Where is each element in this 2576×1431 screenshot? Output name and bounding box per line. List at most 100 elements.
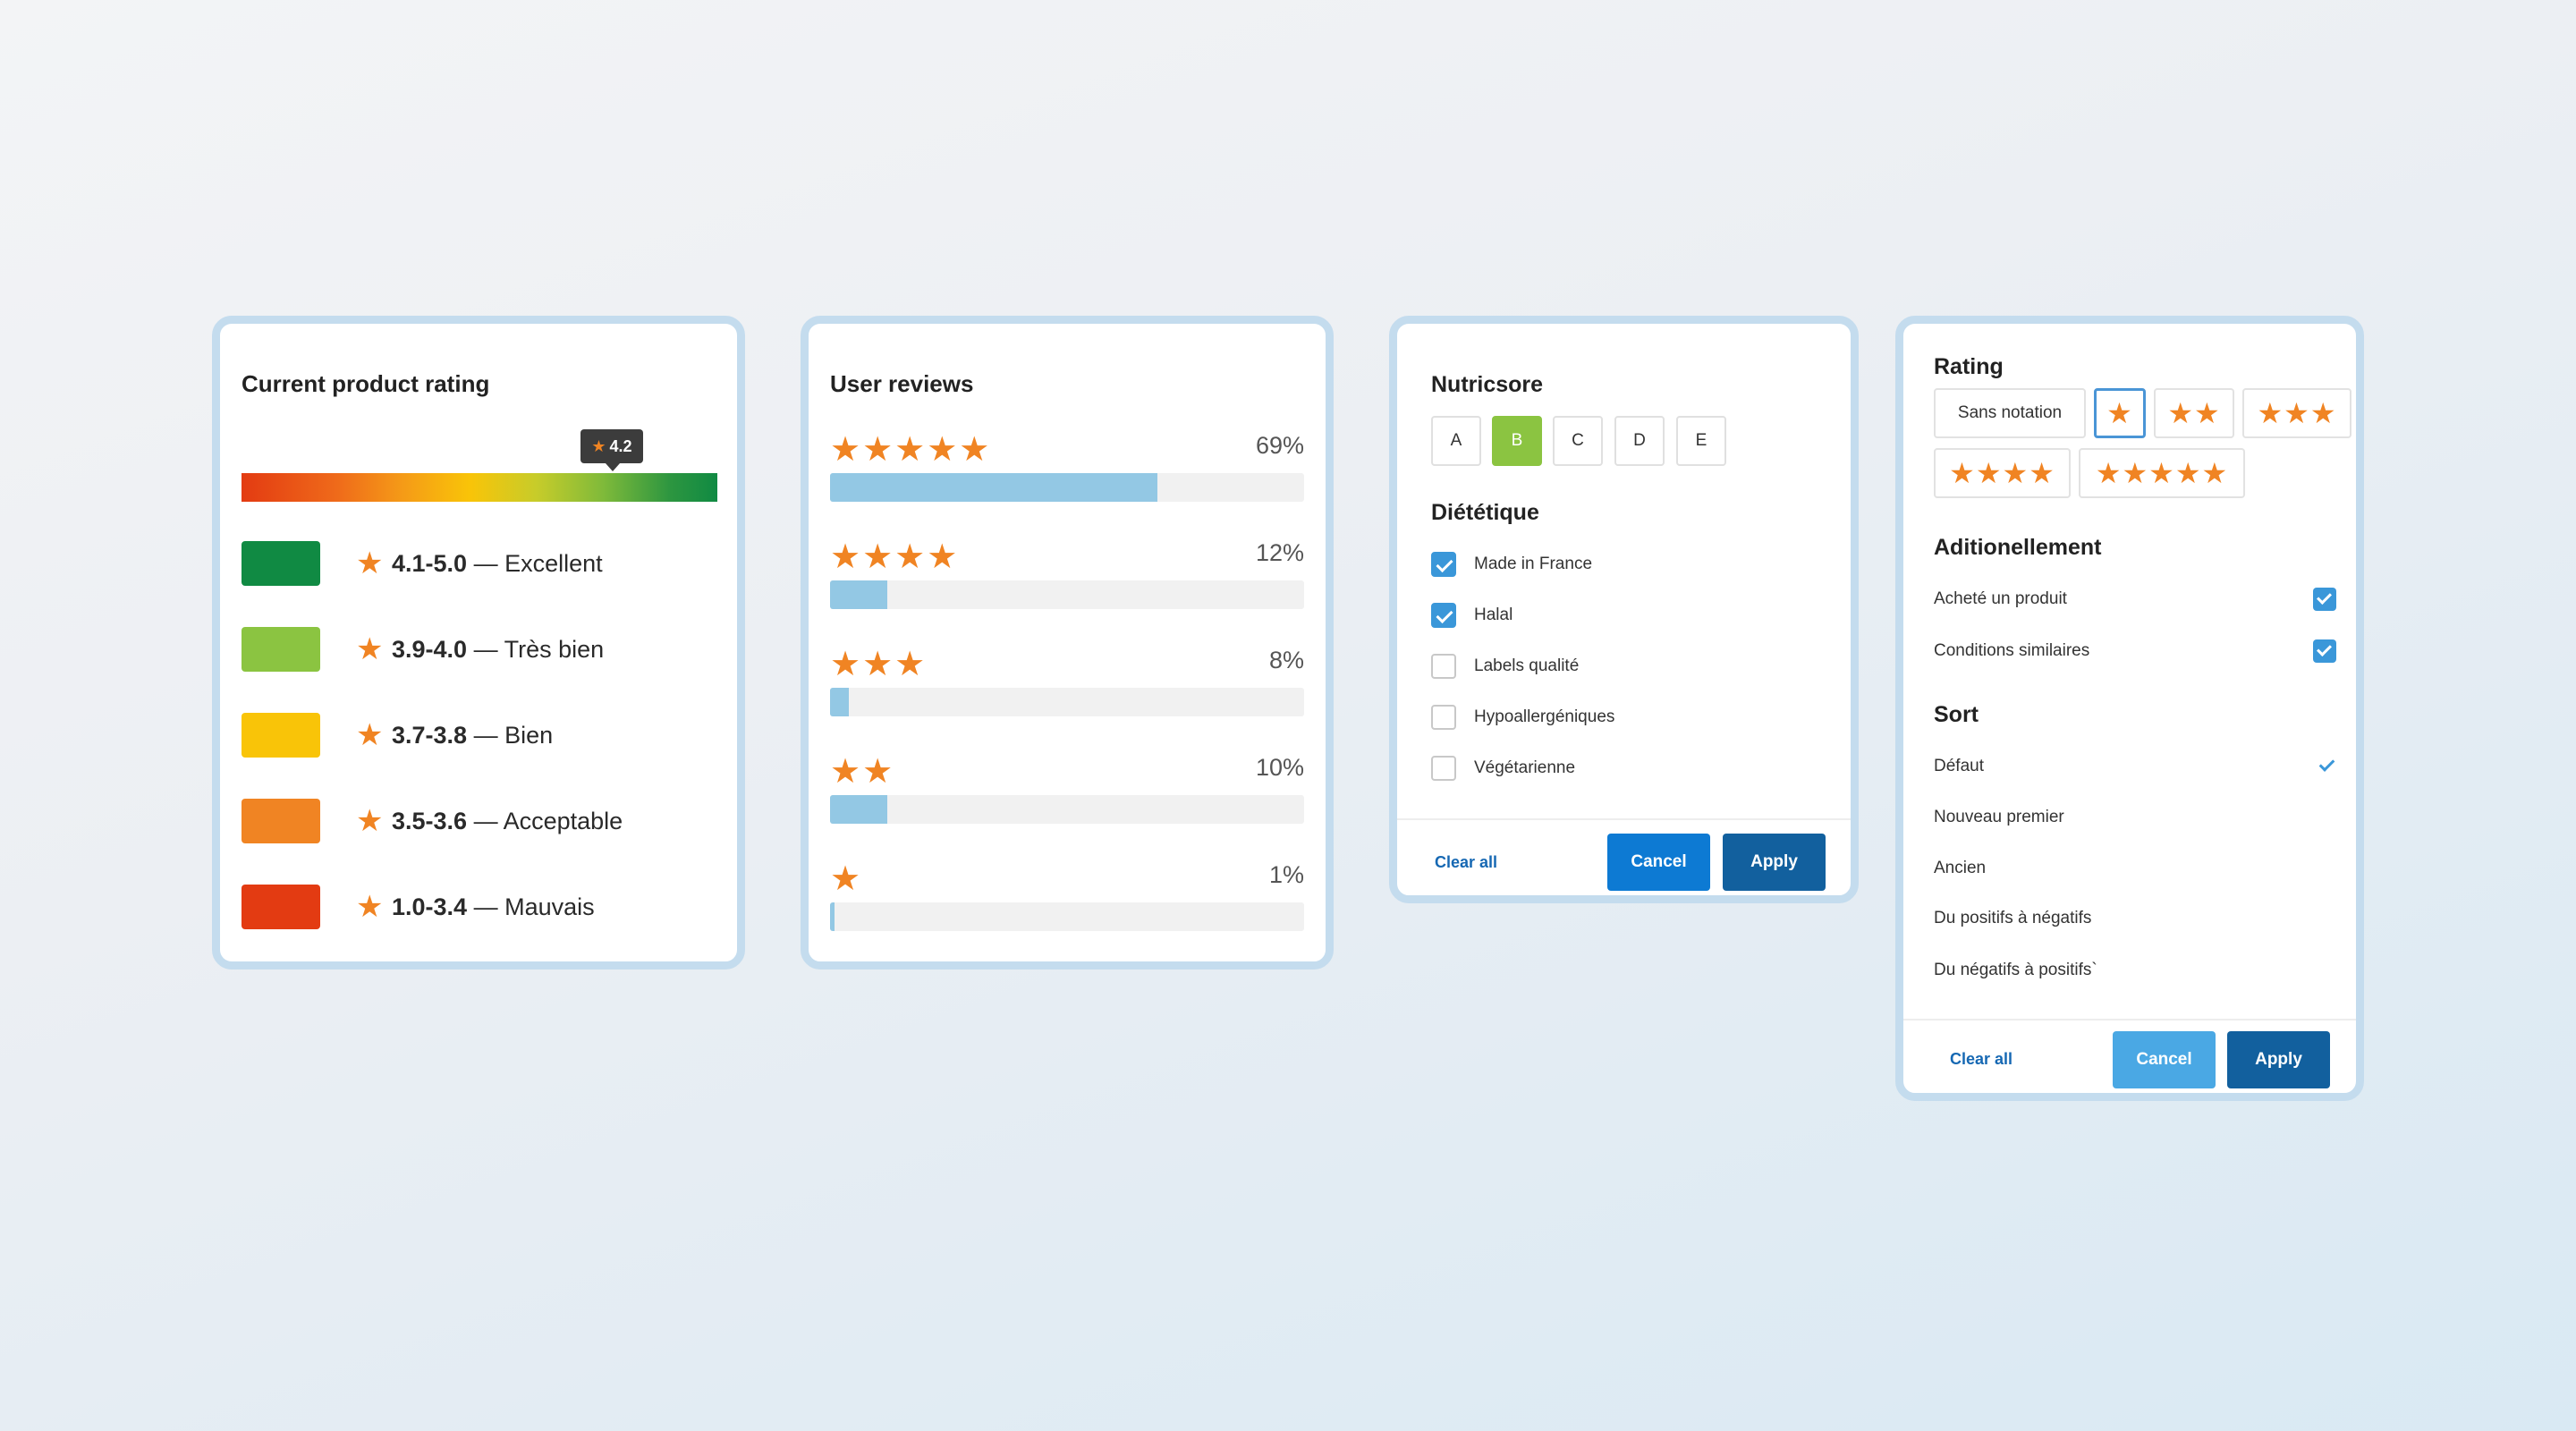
footer-divider xyxy=(1397,818,1851,820)
review-bar-track xyxy=(830,580,1304,609)
sort-option-positifs-negatifs[interactable]: Du positifs à négatifs xyxy=(1934,905,2336,932)
legend-row-mauvais: ★ 1.0-3.4 — Mauvais xyxy=(242,885,724,929)
sort-option-ancien[interactable]: Ancien xyxy=(1934,855,2336,882)
sort-option-nouveau-premier[interactable]: Nouveau premier xyxy=(1934,804,2336,831)
legend-range: 3.7-3.8 xyxy=(392,722,468,749)
reviews-card-title: User reviews xyxy=(830,370,974,397)
review-row-1-star[interactable]: ★ 1% xyxy=(830,861,1304,942)
option-label: Nouveau premier xyxy=(1934,808,2064,826)
option-made-in-france[interactable]: Made in France xyxy=(1431,552,1825,579)
review-bar-fill xyxy=(830,473,1157,502)
option-hypoallergeniques[interactable]: Hypoallergéniques xyxy=(1431,705,1825,732)
rating-card-title: Current product rating xyxy=(242,370,490,397)
legend-row-bien: ★ 3.7-3.8 — Bien xyxy=(242,713,724,758)
additional-conditions-similaires[interactable]: Conditions similaires xyxy=(1934,638,2336,665)
cancel-button[interactable]: Cancel xyxy=(1607,834,1710,891)
legend-range: 3.9-4.0 xyxy=(392,636,468,663)
star-icon: ★ xyxy=(356,718,384,752)
rating-option-3-stars[interactable]: ★★★ xyxy=(2242,388,2351,438)
checkbox[interactable] xyxy=(1431,654,1456,679)
dietary-title: Diététique xyxy=(1431,500,1539,525)
option-label: Végétarienne xyxy=(1474,758,1576,777)
review-bar-track xyxy=(830,688,1304,716)
rating-option-none[interactable]: Sans notation xyxy=(1934,388,2086,438)
checkbox[interactable] xyxy=(1431,756,1456,781)
option-label: Made in France xyxy=(1474,555,1593,573)
sort-title: Sort xyxy=(1934,702,1979,727)
star-rating-icons: ★★★★★ xyxy=(830,431,992,469)
star-rating-icons: ★★ xyxy=(830,753,895,791)
rating-gradient-bar xyxy=(242,473,717,502)
review-bar-track xyxy=(830,902,1304,931)
option-label: Conditions similaires xyxy=(1934,641,2090,660)
option-halal[interactable]: Halal xyxy=(1431,603,1825,630)
legend-range: 1.0-3.4 xyxy=(392,893,468,920)
review-percent: 8% xyxy=(1268,647,1304,673)
legend-swatch xyxy=(242,713,320,758)
apply-button[interactable]: Apply xyxy=(1723,834,1826,891)
legend-label: — Acceptable xyxy=(473,808,623,834)
legend-label: — Excellent xyxy=(473,550,603,577)
rating-option-2-stars[interactable]: ★★ xyxy=(2154,388,2234,438)
option-label: Hypoallergéniques xyxy=(1474,707,1615,726)
legend-range: 3.5-3.6 xyxy=(392,808,468,834)
footer-divider xyxy=(1903,1019,2356,1020)
star-rating-icons: ★ xyxy=(830,860,863,898)
rating-option-5-stars[interactable]: ★★★★★ xyxy=(2079,448,2245,498)
grade-a-button[interactable]: A xyxy=(1431,416,1481,466)
checkbox[interactable] xyxy=(1431,552,1456,577)
option-label: Du positifs à négatifs xyxy=(1934,909,2092,927)
checkmark-icon xyxy=(2318,756,2335,772)
rating-title: Rating xyxy=(1934,354,2004,379)
legend-row-acceptable: ★ 3.5-3.6 — Acceptable xyxy=(242,799,724,843)
clear-all-button[interactable]: Clear all xyxy=(1950,1050,2013,1068)
review-percent: 1% xyxy=(1268,861,1304,888)
clear-all-button[interactable]: Clear all xyxy=(1435,853,1498,871)
star-rating-icons: ★★★ xyxy=(830,646,928,683)
checkbox[interactable] xyxy=(1431,705,1456,730)
additional-achete-produit[interactable]: Acheté un produit xyxy=(1934,586,2336,613)
grade-b-button[interactable]: B xyxy=(1492,416,1542,466)
grade-c-button[interactable]: C xyxy=(1553,416,1603,466)
review-row-3-stars[interactable]: ★★★ 8% xyxy=(830,647,1304,727)
legend-row-excellent: ★ 4.1-5.0 — Excellent xyxy=(242,541,724,586)
cancel-button[interactable]: Cancel xyxy=(2113,1031,2216,1088)
review-bar-track xyxy=(830,795,1304,824)
grade-e-button[interactable]: E xyxy=(1676,416,1726,466)
legend-row-tres-bien: ★ 3.9-4.0 — Très bien xyxy=(242,627,724,672)
nutriscore-filter-card: Nutricsore A B C D E Diététique Made in … xyxy=(1389,316,1859,903)
nutriscore-title: Nutricsore xyxy=(1431,372,1544,397)
star-icon: ★ xyxy=(356,632,384,666)
rating-option-4-stars[interactable]: ★★★★ xyxy=(1934,448,2071,498)
star-icon: ★ xyxy=(356,546,384,580)
checkbox[interactable] xyxy=(2313,639,2336,663)
sort-option-negatifs-positifs[interactable]: Du négatifs à positifs` xyxy=(1934,957,2336,984)
option-label: Du négatifs à positifs` xyxy=(1934,961,2097,979)
additional-title: Aditionellement xyxy=(1934,535,2102,560)
review-bar-track xyxy=(830,473,1304,502)
checkbox[interactable] xyxy=(2313,588,2336,611)
sort-option-defaut[interactable]: Défaut xyxy=(1934,753,2336,780)
rating-sort-filter-card: Rating Sans notation ★ ★★ ★★★ ★★★★ ★★★★★… xyxy=(1895,316,2364,1101)
review-row-5-stars[interactable]: ★★★★★ 69% xyxy=(830,432,1304,512)
user-reviews-card: User reviews ★★★★★ 69% ★★★★ 12% ★★★ 8% ★… xyxy=(801,316,1334,970)
option-labels-qualite[interactable]: Labels qualité xyxy=(1431,654,1825,681)
option-label: Halal xyxy=(1474,605,1513,624)
option-label: Acheté un produit xyxy=(1934,589,2067,608)
review-percent: 12% xyxy=(1255,539,1304,566)
legend-swatch xyxy=(242,627,320,672)
rating-option-1-star[interactable]: ★ xyxy=(2094,388,2146,438)
review-percent: 10% xyxy=(1255,754,1304,781)
apply-button[interactable]: Apply xyxy=(2227,1031,2330,1088)
option-label: Ancien xyxy=(1934,859,1987,877)
review-bar-fill xyxy=(830,902,835,931)
checkbox[interactable] xyxy=(1431,603,1456,628)
legend-label: — Très bien xyxy=(473,636,605,663)
review-bar-fill xyxy=(830,795,887,824)
grade-d-button[interactable]: D xyxy=(1614,416,1665,466)
review-row-4-stars[interactable]: ★★★★ 12% xyxy=(830,539,1304,620)
option-vegetarienne[interactable]: Végétarienne xyxy=(1431,756,1825,783)
legend-swatch xyxy=(242,541,320,586)
review-row-2-stars[interactable]: ★★ 10% xyxy=(830,754,1304,834)
star-rating-icons: ★★★★ xyxy=(830,538,960,576)
